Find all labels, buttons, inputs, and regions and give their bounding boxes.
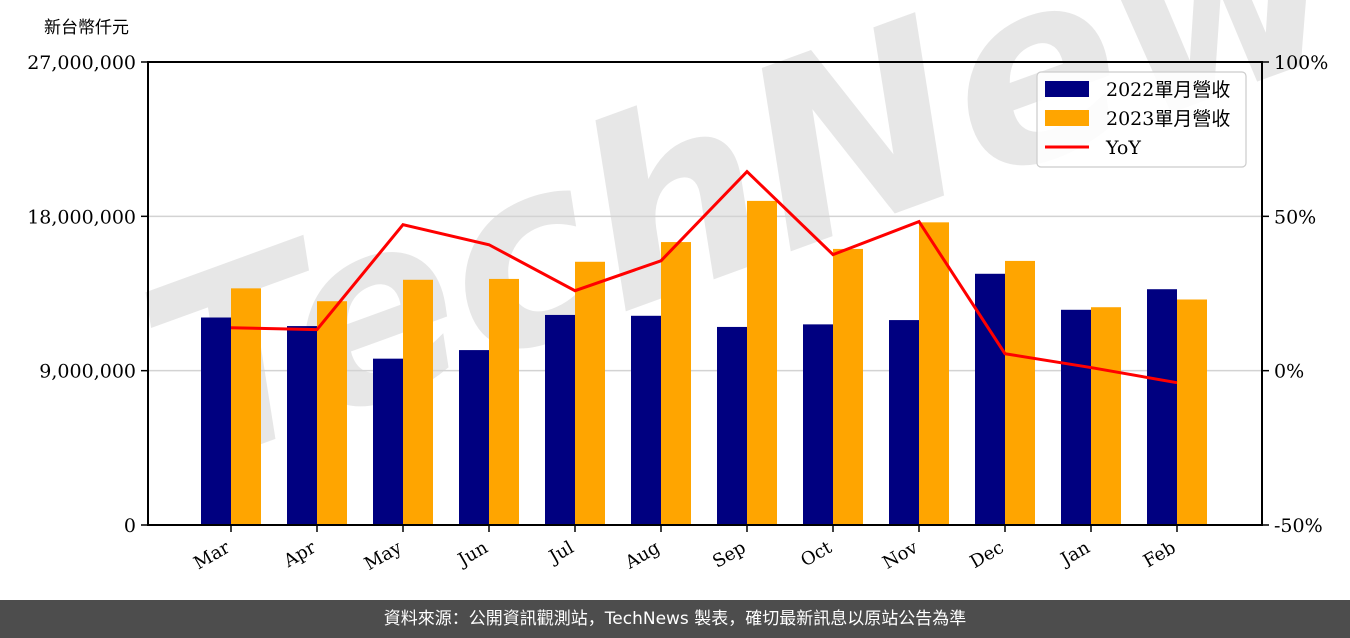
left-tick-label: 27,000,000 <box>27 52 136 74</box>
yoy-line <box>230 169 1178 385</box>
x-tick-label: May <box>361 537 406 575</box>
legend-label: 2022單月營收 <box>1106 79 1230 101</box>
left-tick-label: 18,000,000 <box>27 206 136 228</box>
bar-aug-2023 <box>661 242 691 526</box>
bar-feb-2022 <box>1147 289 1177 525</box>
bar-nov-2022 <box>889 320 919 525</box>
x-tick-label: Jun <box>453 537 492 572</box>
bar-aug-2022 <box>631 315 661 525</box>
x-tick-label: Mar <box>190 537 234 574</box>
right-tick-label: 50% <box>1274 206 1316 228</box>
legend-box <box>1036 71 1247 168</box>
bar-dec-2022 <box>975 273 1005 525</box>
plot-frame <box>147 61 1263 526</box>
legend-swatch <box>1045 110 1089 126</box>
right-tick-label: -50% <box>1274 515 1323 537</box>
bar-apr-2022 <box>287 326 317 525</box>
bar-jan-2022 <box>1061 309 1091 525</box>
x-tick-label: Feb <box>1140 537 1180 572</box>
bar-jul-2022 <box>545 314 575 525</box>
x-tick-label: Sep <box>709 537 749 572</box>
revenue-chart: TechNews 新台幣仟元 09,000,00018,000,00027,00… <box>27 0 1350 575</box>
y-axis-unit-label: 新台幣仟元 <box>44 18 129 38</box>
legend-label: YoY <box>1105 137 1141 159</box>
bar-sep-2023 <box>747 200 777 525</box>
bar-jun-2022 <box>459 350 489 525</box>
bar-series <box>201 200 1207 526</box>
x-tick-label: Oct <box>797 537 836 572</box>
x-tick-label: Aug <box>621 537 664 574</box>
legend: 2022單月營收 2023單月營收 YoY <box>1036 71 1247 168</box>
right-tick-label: 100% <box>1274 52 1328 74</box>
bar-apr-2023 <box>317 301 347 525</box>
source-footer: 資料來源：公開資訊觀測站，TechNews 製表，確切最新訊息以原站公告為準 <box>0 600 1350 638</box>
x-axis-ticks: Mar Apr May Jun Jul Aug Sep Oct Nov Dec Jan Feb <box>190 525 1180 575</box>
bar-feb-2023 <box>1177 299 1207 525</box>
bar-may-2023 <box>403 279 433 525</box>
bar-sep-2022 <box>717 326 747 525</box>
left-axis-ticks: 0 9,000,000 18,000,000 27,000,000 <box>27 52 148 537</box>
bar-jun-2023 <box>489 278 519 525</box>
bar-may-2022 <box>373 358 403 525</box>
legend-label: 2023單月營收 <box>1106 108 1230 130</box>
bar-oct-2022 <box>803 324 833 525</box>
right-axis-ticks: -50% 0% 50% 100% <box>1262 52 1328 537</box>
x-tick-label: Dec <box>967 537 1008 573</box>
x-tick-label: Jul <box>544 537 578 569</box>
bar-nov-2023 <box>919 222 949 525</box>
x-tick-label: Jan <box>1056 537 1094 571</box>
bar-dec-2023 <box>1005 260 1035 525</box>
left-tick-label: 9,000,000 <box>39 361 136 383</box>
bar-mar-2023 <box>231 288 261 525</box>
bar-jan-2023 <box>1091 307 1121 525</box>
left-tick-label: 0 <box>124 515 136 537</box>
axes <box>147 61 1263 526</box>
x-tick-label: Apr <box>279 537 319 572</box>
legend-swatch <box>1045 81 1089 97</box>
bar-mar-2022 <box>201 317 231 525</box>
right-tick-label: 0% <box>1274 361 1304 383</box>
x-tick-label: Nov <box>879 537 922 574</box>
bar-oct-2023 <box>833 248 863 526</box>
bar-jul-2023 <box>575 261 605 525</box>
